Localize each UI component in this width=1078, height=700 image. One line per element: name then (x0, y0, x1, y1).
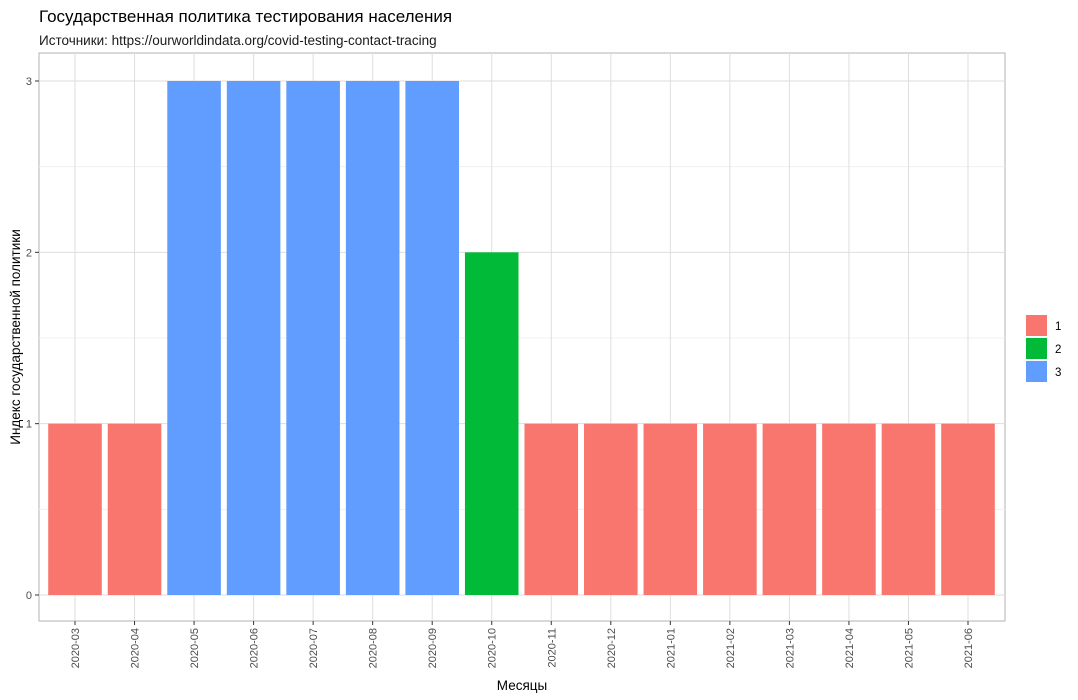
x-tick-label: 2021-01 (665, 628, 677, 668)
x-axis: 2020-03 2020-04 2020-05 2020-06 2020-07 2020-… (70, 621, 975, 668)
bar-2020-07 (286, 81, 340, 595)
x-tick-label: 2021-05 (903, 628, 915, 668)
bar-2021-06 (941, 423, 995, 595)
x-tick-label: 2020-04 (130, 628, 142, 668)
bar-2020-08 (345, 81, 400, 595)
bar-2020-04 (107, 423, 162, 595)
bar-2020-11 (524, 423, 579, 595)
y-tick-label: 3 (26, 76, 32, 88)
legend-key-3 (1026, 361, 1047, 382)
x-tick-label: 2020-07 (308, 628, 320, 668)
bar-2020-09 (405, 81, 459, 595)
legend-label: 3 (1055, 367, 1061, 379)
x-tick-label: 2021-02 (725, 628, 737, 668)
y-axis: 0 1 2 3 (26, 76, 39, 602)
x-tick-label: 2020-11 (546, 628, 558, 668)
bar-2020-03 (48, 423, 102, 595)
bars-group (48, 81, 995, 595)
bar-2021-01 (643, 423, 698, 595)
bar-2020-10 (464, 252, 519, 595)
x-tick-label: 2021-04 (844, 628, 856, 668)
x-tick-label: 2021-06 (963, 628, 975, 668)
legend-label: 1 (1055, 321, 1061, 333)
x-axis-title: Месяцы (497, 678, 547, 693)
legend-key-1 (1026, 315, 1047, 336)
legend-key-2 (1026, 338, 1047, 359)
x-tick-label: 2020-12 (606, 628, 618, 668)
y-tick-label: 2 (26, 247, 32, 259)
x-tick-label: 2020-03 (70, 628, 82, 668)
chart-title: Государственная политика тестирования на… (39, 7, 452, 26)
x-tick-label: 2021-03 (784, 628, 796, 668)
y-tick-label: 0 (26, 590, 32, 602)
x-tick-label: 2020-06 (249, 628, 261, 668)
bar-2021-02 (703, 423, 757, 595)
bar-2021-05 (881, 423, 936, 595)
bar-2020-12 (584, 423, 638, 595)
y-tick-label: 1 (26, 419, 32, 431)
bar-2021-03 (762, 423, 817, 595)
x-tick-label: 2020-08 (368, 628, 380, 668)
bar-2020-05 (167, 81, 221, 595)
x-tick-label: 2020-05 (189, 628, 201, 668)
x-tick-label: 2020-10 (487, 628, 499, 668)
bar-2020-06 (226, 81, 281, 595)
legend: 1 2 3 (1026, 315, 1061, 382)
x-tick-label: 2020-09 (427, 628, 439, 668)
legend-label: 2 (1055, 344, 1061, 356)
y-axis-title: Индекс государственной политики (8, 229, 23, 444)
chart-subtitle: Источники: https://ourworldindata.org/co… (39, 33, 437, 48)
bar-2021-04 (822, 423, 876, 595)
